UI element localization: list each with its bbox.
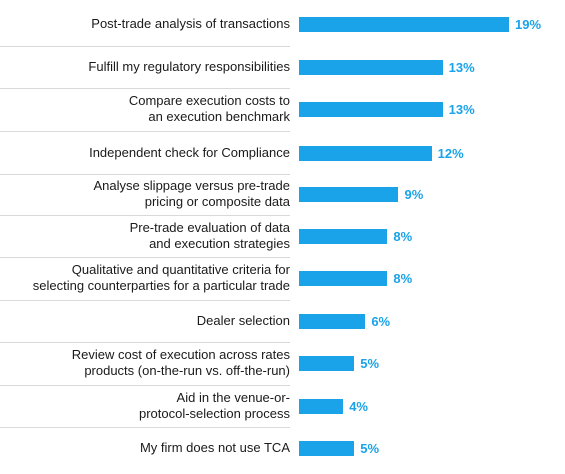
category-label: My firm does not use TCA	[139, 440, 290, 455]
bar	[299, 145, 432, 161]
bar	[299, 440, 355, 456]
category-label: Compare execution costs to an execution …	[128, 93, 290, 124]
row-divider	[0, 215, 290, 216]
value-label: 5%	[360, 355, 380, 371]
bar	[299, 101, 443, 117]
category-label: Review cost of execution across rates pr…	[71, 347, 290, 378]
bar	[299, 355, 355, 371]
value-label: 19%	[515, 16, 542, 32]
bar	[299, 313, 366, 329]
bar	[299, 270, 388, 286]
category-label: Independent check for Compliance	[89, 145, 290, 160]
row-divider	[0, 257, 290, 258]
value-label: 6%	[371, 313, 391, 329]
bar	[299, 59, 443, 75]
category-label: Post-trade analysis of transactions	[91, 16, 290, 31]
category-label: Aid in the venue-or- protocol-selection …	[138, 390, 290, 421]
row-divider	[0, 342, 290, 343]
category-label: Qualitative and quantitative criteria fo…	[32, 262, 290, 293]
category-label: Dealer selection	[196, 313, 290, 328]
value-label: 5%	[360, 440, 380, 456]
category-label: Pre-trade evaluation of data and executi…	[129, 220, 290, 251]
row-divider	[0, 45, 290, 47]
bar	[299, 16, 509, 32]
row-divider	[0, 427, 290, 428]
row-divider	[0, 88, 290, 89]
row-divider	[0, 299, 290, 301]
row-divider	[0, 384, 290, 386]
value-label: 8%	[393, 228, 413, 244]
bar	[299, 398, 344, 414]
value-label: 8%	[393, 270, 413, 286]
row-divider	[0, 173, 290, 175]
value-label: 4%	[349, 398, 368, 414]
category-label: Fulfill my regulatory responsibilities	[88, 59, 290, 74]
row-divider	[0, 131, 290, 132]
category-label: Analyse slippage versus pre-trade pricin…	[93, 178, 290, 209]
value-label: 12%	[437, 145, 464, 161]
value-label: 13%	[448, 101, 475, 117]
value-label: 13%	[448, 59, 475, 75]
bar	[299, 186, 399, 202]
value-label: 9%	[404, 186, 424, 202]
bar	[299, 228, 388, 244]
